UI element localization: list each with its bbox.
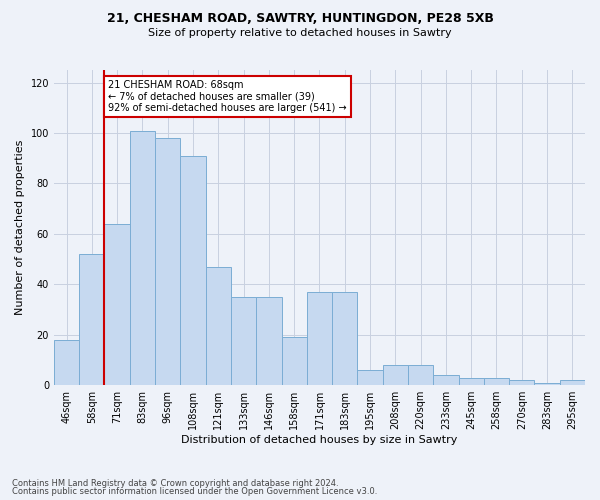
Bar xyxy=(256,297,281,385)
Bar xyxy=(560,380,585,385)
Text: Size of property relative to detached houses in Sawtry: Size of property relative to detached ho… xyxy=(148,28,452,38)
Bar xyxy=(383,365,408,385)
Bar xyxy=(104,224,130,385)
Bar xyxy=(358,370,383,385)
Bar xyxy=(231,297,256,385)
Bar xyxy=(206,266,231,385)
Text: 21 CHESHAM ROAD: 68sqm
← 7% of detached houses are smaller (39)
92% of semi-deta: 21 CHESHAM ROAD: 68sqm ← 7% of detached … xyxy=(109,80,347,114)
Bar xyxy=(332,292,358,385)
Bar xyxy=(281,338,307,385)
Bar xyxy=(408,365,433,385)
Bar xyxy=(458,378,484,385)
Bar xyxy=(79,254,104,385)
X-axis label: Distribution of detached houses by size in Sawtry: Distribution of detached houses by size … xyxy=(181,435,458,445)
Y-axis label: Number of detached properties: Number of detached properties xyxy=(15,140,25,316)
Bar xyxy=(54,340,79,385)
Bar xyxy=(433,375,458,385)
Text: 21, CHESHAM ROAD, SAWTRY, HUNTINGDON, PE28 5XB: 21, CHESHAM ROAD, SAWTRY, HUNTINGDON, PE… xyxy=(107,12,493,26)
Bar xyxy=(307,292,332,385)
Bar xyxy=(181,156,206,385)
Bar xyxy=(509,380,535,385)
Bar xyxy=(535,382,560,385)
Bar xyxy=(155,138,181,385)
Bar xyxy=(130,130,155,385)
Bar xyxy=(484,378,509,385)
Text: Contains HM Land Registry data © Crown copyright and database right 2024.: Contains HM Land Registry data © Crown c… xyxy=(12,478,338,488)
Text: Contains public sector information licensed under the Open Government Licence v3: Contains public sector information licen… xyxy=(12,487,377,496)
